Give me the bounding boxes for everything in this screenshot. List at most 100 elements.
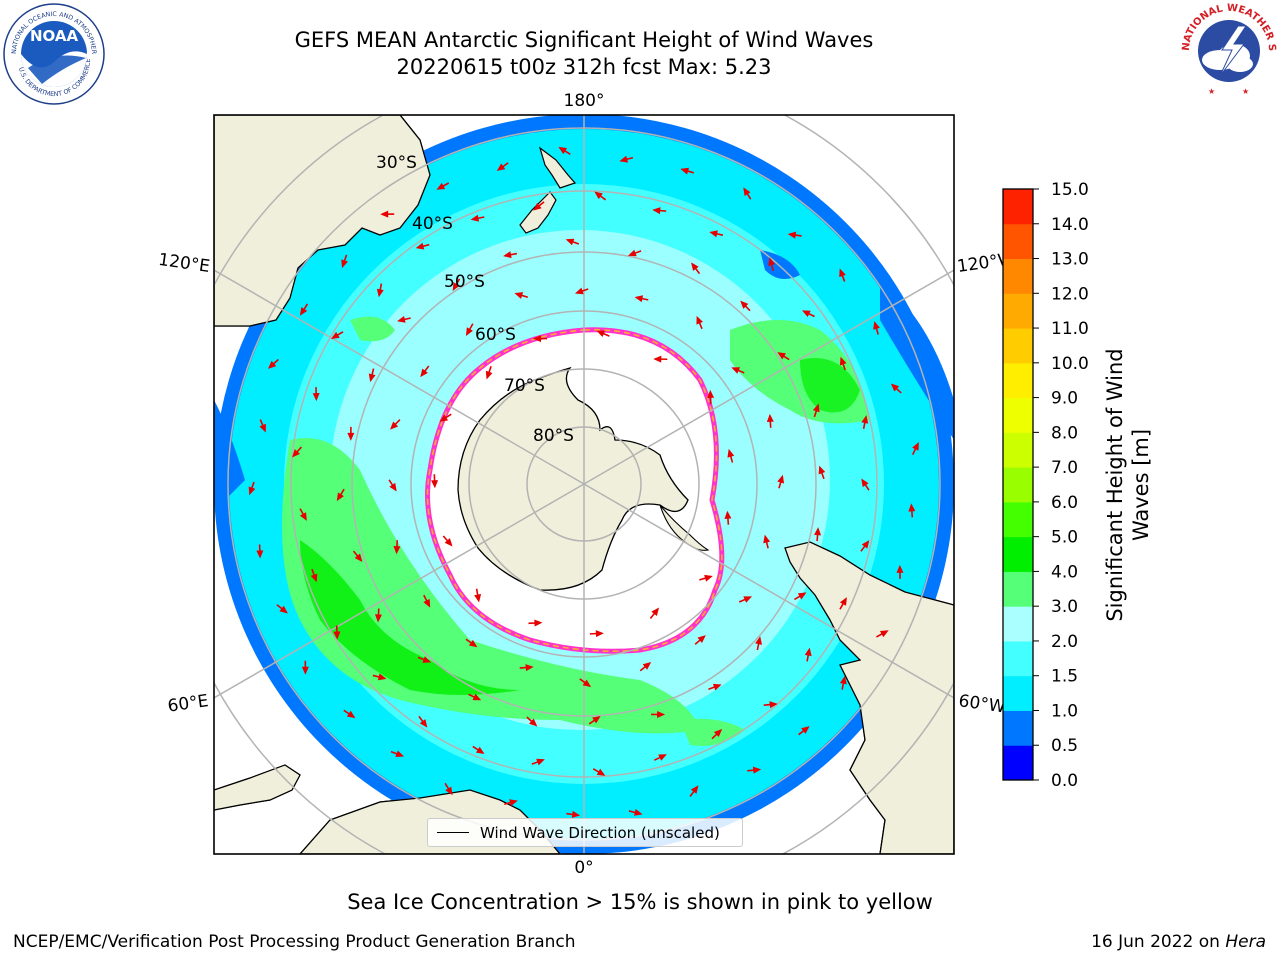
wind-wave-arrow: [908, 503, 916, 518]
wind-wave-arrow: [259, 419, 266, 433]
wind-wave-arrow: [558, 146, 571, 155]
wind-wave-arrow: [634, 295, 649, 303]
wind-wave-arrow: [397, 315, 411, 323]
noaa-logo: NATIONAL OCEANIC AND ATMOSPHERIC ADMINIS…: [2, 2, 105, 105]
wind-wave-arrow: [352, 550, 363, 562]
wind-wave-arrow: [766, 413, 774, 428]
wind-wave-arrow: [777, 352, 790, 361]
footer-credit: NCEP/EMC/Verification Post Processing Pr…: [13, 932, 576, 952]
wind-wave-arrow: [533, 201, 545, 211]
lat-label-50s: 50°S: [444, 272, 485, 292]
wind-wave-arrows: [248, 146, 919, 818]
wind-wave-arrow: [528, 619, 543, 627]
wind-wave-arrow: [336, 488, 345, 502]
wind-wave-arrow: [415, 242, 430, 250]
lon-label-0: 0°: [574, 858, 593, 878]
wind-wave-arrow: [801, 310, 815, 318]
wind-wave-arrow: [777, 474, 784, 489]
colorbar-segment: [1003, 397, 1033, 433]
colorbar-tick-label: 1.0: [1051, 701, 1078, 721]
wind-wave-arrow: [393, 540, 401, 555]
wind-wave-arrow: [651, 710, 666, 718]
wind-wave-arrow: [343, 709, 356, 719]
wind-wave-arrow: [256, 544, 264, 559]
wind-wave-arrow: [248, 481, 256, 496]
wind-wave-arrow: [689, 785, 699, 797]
colorbar-tick-label: 11.0: [1051, 319, 1089, 339]
wind-wave-arrow: [465, 323, 474, 336]
wind-wave-arrow: [747, 766, 762, 774]
wind-wave-arrow: [653, 754, 667, 761]
colorbar-segment: [1003, 258, 1033, 294]
colorbar-tick-label: 1.5: [1051, 667, 1078, 687]
wind-wave-arrow: [566, 810, 581, 818]
wind-wave-arrow: [814, 527, 822, 542]
wind-wave-arrow: [594, 191, 607, 201]
land-antarctica: [457, 366, 689, 591]
wind-wave-arrow: [763, 701, 778, 709]
wind-wave-arrow: [442, 535, 453, 547]
lon-label-180: 180°: [564, 91, 605, 111]
wind-wave-arrow: [503, 251, 518, 259]
lat-label-40s: 40°S: [412, 214, 453, 234]
lat-label-70s: 70°S: [504, 376, 545, 396]
land-new-zealand-n-top: [538, 146, 577, 189]
wind-wave-arrow: [649, 607, 660, 620]
lon-label-60e: 60°E: [166, 691, 209, 716]
wind-wave-arrow: [390, 750, 405, 758]
colorbar-tick-label: 13.0: [1051, 250, 1089, 270]
wind-wave-arrow: [627, 249, 642, 257]
wind-wave-arrow: [376, 283, 384, 298]
wind-wave-arrow: [374, 608, 382, 623]
legend-line-swatch: [437, 832, 469, 833]
wind-wave-arrow: [579, 678, 592, 688]
svg-text:★: ★: [1208, 87, 1215, 96]
wind-wave-arrow: [380, 210, 395, 218]
wind-wave-arrow: [738, 596, 753, 603]
wind-wave-arrow: [533, 335, 548, 343]
wind-wave-arrow: [768, 257, 776, 272]
wind-wave-arrow: [333, 625, 341, 640]
wind-wave-arrow: [743, 187, 752, 200]
wind-wave-arrow: [694, 635, 706, 645]
wind-wave-arrow: [839, 597, 847, 610]
colorbar-segment: [1003, 745, 1033, 781]
wind-wave-arrow: [312, 387, 320, 402]
wind-wave-arrow: [740, 300, 751, 312]
colorbar-tick-label: 3.0: [1051, 597, 1078, 617]
wind-wave-arrow: [639, 662, 652, 672]
colorbar-segment: [1003, 362, 1033, 399]
colorbar-segment: [1003, 536, 1033, 572]
wind-wave-arrow: [839, 268, 846, 282]
wind-wave-arrow: [331, 331, 344, 340]
wind-wave-arrow: [711, 728, 723, 740]
colorbar-title-line1: Significant Height of Wind: [1103, 348, 1127, 622]
wind-wave-arrow: [514, 292, 529, 299]
wind-wave-arrow: [731, 367, 745, 374]
wind-wave-arrow: [565, 238, 580, 246]
wind-wave-arrow: [696, 315, 703, 330]
colorbar-segment: [1003, 293, 1033, 329]
wind-wave-arrow: [652, 207, 667, 215]
land-south-america-top: [784, 541, 954, 854]
colorbar: [1003, 189, 1033, 781]
svg-text:★: ★: [1242, 87, 1249, 96]
wind-wave-arrow: [439, 413, 452, 422]
colorbar-tick-label: 0.0: [1051, 771, 1078, 791]
nws-logo: NATIONAL WEATHER SERVICE ★ ★: [1180, 2, 1277, 98]
wind-wave-arrow: [504, 799, 518, 807]
wind-wave-arrow: [619, 155, 634, 163]
wind-wave-arrow: [798, 726, 810, 736]
wind-wave-arrow: [861, 415, 869, 429]
footer-date-text: 16 Jun 2022 on: [1091, 932, 1226, 952]
colorbar-tick-label: 4.0: [1051, 562, 1078, 582]
footer-host: Hera: [1225, 932, 1266, 952]
colorbar-segment: [1003, 501, 1033, 538]
wind-wave-arrow: [372, 673, 387, 681]
wind-wave-arrow: [896, 564, 904, 579]
wind-wave-arrow: [292, 446, 303, 458]
colorbar-segment: [1003, 640, 1033, 677]
wind-wave-arrow: [787, 231, 802, 239]
wind-wave-arrow: [680, 167, 695, 175]
colorbar-tick-label: 0.5: [1051, 736, 1078, 756]
